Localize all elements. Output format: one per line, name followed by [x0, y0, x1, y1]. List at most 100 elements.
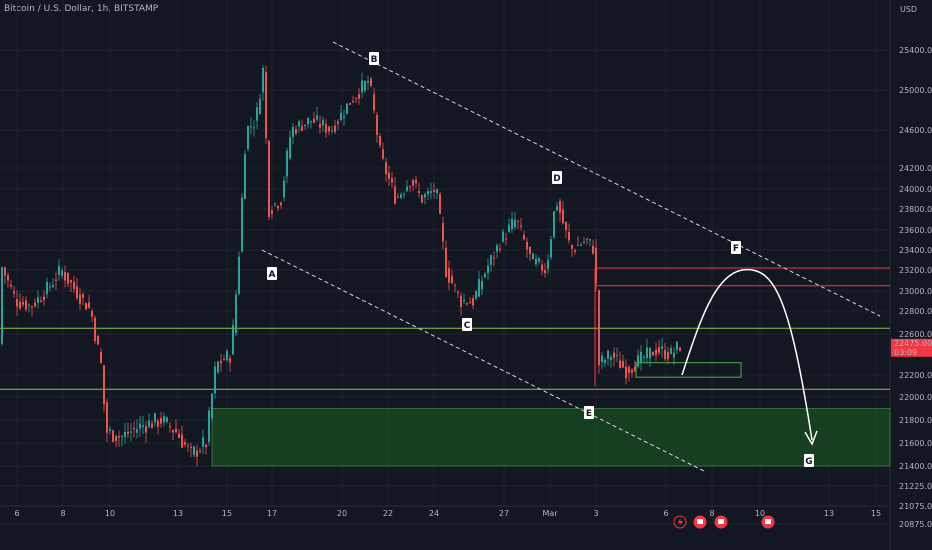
- trendline-upper: [332, 41, 881, 317]
- candle-body: [271, 210, 273, 214]
- candle-body: [574, 250, 576, 252]
- candle-body: [637, 355, 639, 367]
- demand-zone: [211, 408, 891, 467]
- candle-body: [64, 272, 66, 281]
- candle-body: [667, 351, 669, 360]
- candle-body: [610, 356, 612, 360]
- point-label-box: [804, 454, 814, 467]
- candle-body: [79, 294, 81, 304]
- candle-body: [91, 311, 93, 317]
- candle-body: [598, 290, 600, 366]
- candle-body: [340, 112, 342, 121]
- candle-body: [295, 129, 297, 134]
- candle-body: [16, 299, 18, 307]
- candle-body: [277, 206, 279, 209]
- candle-body: [571, 244, 573, 249]
- candle-body: [265, 72, 267, 139]
- candle-body: [580, 244, 582, 246]
- candle-body: [454, 284, 456, 286]
- candle-body: [586, 238, 588, 240]
- candle-body: [430, 191, 432, 193]
- candle-body: [49, 286, 51, 288]
- candle-body: [358, 94, 360, 99]
- point-label-box: [462, 318, 472, 331]
- time-tick-label: 27: [499, 509, 509, 518]
- candle-body: [556, 205, 558, 211]
- candle-body: [436, 189, 438, 194]
- candle-body: [286, 150, 288, 177]
- candle-body: [229, 358, 231, 363]
- point-label-box: [369, 52, 379, 65]
- point-label-box: [267, 267, 277, 280]
- candle-body: [553, 211, 555, 238]
- candle-body: [562, 209, 564, 224]
- candle-body: [328, 126, 330, 132]
- candle-body: [4, 267, 6, 276]
- candle-body: [319, 123, 321, 128]
- price-tick-label: 22000.00: [899, 393, 932, 402]
- candle-body: [463, 300, 465, 302]
- candle-body: [325, 124, 327, 133]
- candle-body: [634, 366, 636, 372]
- current-price-value: 22475.00: [894, 339, 932, 348]
- candle-body: [472, 298, 474, 306]
- candle-body: [478, 279, 480, 297]
- candle-body: [283, 180, 285, 198]
- time-tick-label: 24: [429, 509, 439, 518]
- price-tick-label: 21600.00: [899, 439, 932, 448]
- candle-body: [547, 260, 549, 270]
- price-tick-label: 23600.00: [899, 226, 932, 235]
- candle-body: [103, 365, 105, 405]
- candle-body: [247, 126, 249, 149]
- candle-body: [394, 186, 396, 204]
- candle-body: [244, 154, 246, 200]
- candle-body: [505, 238, 507, 240]
- candle-body: [106, 402, 108, 433]
- candle-body: [526, 241, 528, 250]
- candle-body: [31, 306, 33, 308]
- candle-body: [544, 270, 546, 274]
- candle-body: [262, 67, 264, 93]
- candle-body: [28, 304, 30, 306]
- point-label-a: A: [269, 270, 276, 280]
- time-tick-label: 8: [60, 509, 65, 518]
- point-label-box: [731, 241, 741, 254]
- candle-body: [127, 431, 129, 434]
- candle-body: [523, 234, 525, 240]
- candle-body: [235, 294, 237, 334]
- candle-body: [391, 178, 393, 183]
- candle-body: [502, 231, 504, 242]
- price-tick-label: 21075.00: [899, 502, 932, 511]
- candle-body: [622, 361, 624, 368]
- candle-body: [85, 303, 87, 310]
- candle-body: [175, 428, 177, 433]
- candle-body: [301, 126, 303, 131]
- time-tick-label: 10: [755, 509, 765, 518]
- candle-body: [178, 433, 180, 438]
- candle-body: [67, 272, 69, 284]
- point-label-d: D: [553, 174, 560, 184]
- candle-body: [166, 417, 168, 422]
- candle-body: [139, 423, 141, 429]
- candle-body: [346, 103, 348, 114]
- candle-body: [238, 256, 240, 294]
- candle-body: [352, 101, 354, 103]
- candle-body: [607, 350, 609, 359]
- candle-body: [466, 303, 468, 305]
- candle-body: [376, 114, 378, 135]
- lightning-icon[interactable]: [673, 515, 687, 529]
- price-tick-label: 23800.00: [899, 205, 932, 214]
- candle-body: [511, 219, 513, 230]
- candle-body: [613, 352, 615, 358]
- calendar-glyph: [765, 519, 771, 524]
- candle-body: [520, 225, 522, 227]
- candle-body: [250, 126, 252, 128]
- candle-body: [217, 361, 219, 373]
- candle-body: [538, 258, 540, 262]
- candle-body: [205, 444, 207, 448]
- candle-body: [10, 284, 12, 287]
- candle-body: [169, 426, 171, 428]
- candle-body: [361, 80, 363, 93]
- candle-body: [565, 221, 567, 230]
